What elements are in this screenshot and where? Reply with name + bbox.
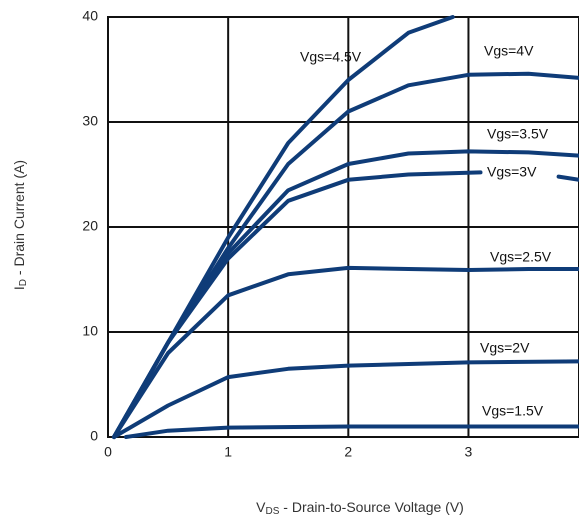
series-label: Vgs=4.5V — [300, 49, 362, 65]
curve — [124, 424, 579, 439]
grid — [107, 16, 579, 438]
y-tick-label: 0 — [90, 428, 98, 444]
series-label: Vgs=3.5V — [487, 126, 549, 142]
y-tick-label: 30 — [82, 113, 98, 129]
curve — [112, 359, 579, 439]
series-label: Vgs=4V — [484, 43, 534, 59]
x-tick-label: 1 — [224, 444, 232, 460]
curves — [112, 15, 579, 439]
series-label: Vgs=3V — [487, 164, 537, 180]
curve — [112, 265, 579, 439]
series-label: Vgs=1.5V — [482, 403, 544, 419]
series-label: Vgs=2V — [480, 340, 530, 356]
x-tick-label: 3 — [465, 444, 473, 460]
y-tick-label: 10 — [82, 323, 98, 339]
x-tick-label: 0 — [104, 444, 112, 460]
plot-frame — [107, 16, 579, 438]
x-tick-label: 2 — [344, 444, 352, 460]
y-tick-label: 20 — [82, 218, 98, 234]
curve — [112, 149, 579, 439]
y-axis-label: ID - Drain Current (A) — [11, 160, 29, 290]
y-tick-label: 40 — [82, 8, 98, 24]
curve — [112, 170, 579, 439]
x-axis-label: VDS - Drain-to-Source Voltage (V) — [256, 499, 464, 517]
series-label: Vgs=2.5V — [490, 249, 552, 265]
